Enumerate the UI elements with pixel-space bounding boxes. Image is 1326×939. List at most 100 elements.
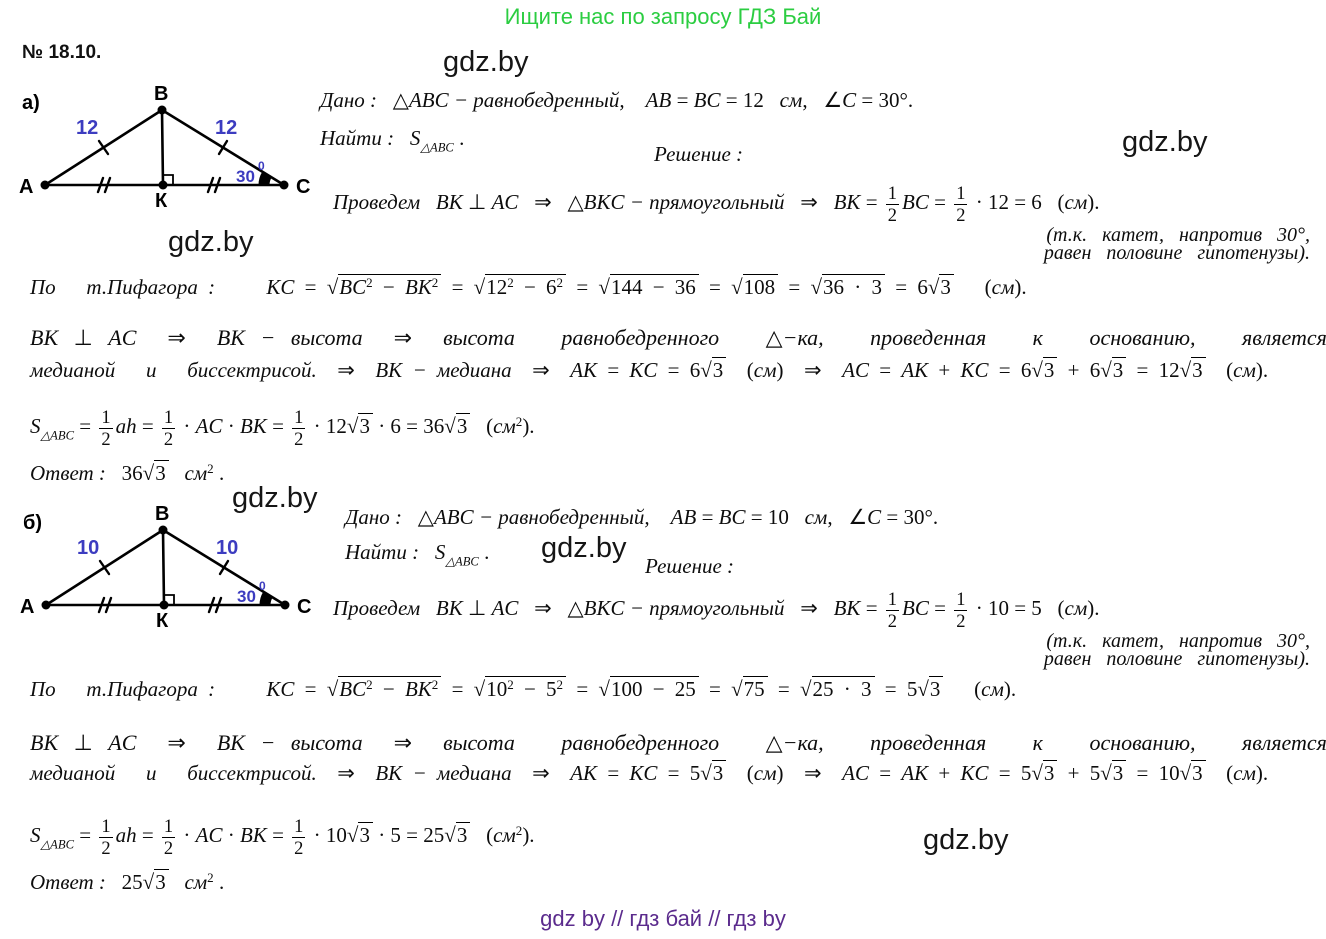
math-text [169, 461, 185, 485]
math-text: △ [392, 88, 409, 112]
vertex-label-c: C [296, 176, 310, 198]
radicand: 3 [358, 822, 373, 848]
triangle-diagram-a: а) B A C К 12 12 30 0 [19, 84, 310, 212]
construction-line-b: Проведем BK ⊥ AC ⇒ △BKC − прямоугольный … [333, 589, 1100, 631]
math-text: BK [30, 325, 59, 350]
math-text: . [478, 540, 490, 564]
math-text: 3 [940, 275, 951, 300]
tick-ak [104, 596, 113, 614]
radicand: BC2 − BK2 [338, 676, 442, 702]
radical-sign: √ [700, 761, 712, 785]
radicand: 3 [455, 413, 471, 439]
math-text: AC [491, 190, 519, 214]
radicand: 3 [1111, 357, 1127, 383]
math-text: см [493, 823, 516, 847]
math-text: 100 − 25 [610, 677, 696, 702]
radicand: 3 [928, 676, 944, 702]
radicand: 144 − 36 [609, 274, 699, 300]
math-sqrt: √122 − 62 [474, 274, 567, 300]
right-angle-mark [163, 174, 174, 185]
math-text: медианой и биссектрисой. [30, 761, 317, 785]
math-text: ABC [433, 505, 474, 529]
vertex-label-b: B [155, 504, 169, 525]
math-text: BK − высота [216, 730, 363, 755]
math-text: . [453, 126, 465, 150]
note-line-2-b: равен половине гипотенузы). [1043, 648, 1310, 670]
math-text: см [991, 275, 1015, 300]
side-length-left: 12 [76, 117, 98, 139]
math-text: = [294, 275, 327, 300]
math-text: Дано : [320, 88, 393, 112]
math-text: = [266, 414, 290, 438]
math-text: Дано : [345, 505, 418, 529]
math-text: · 5 = 25 [372, 823, 445, 847]
math-sqrt: √3 [444, 822, 471, 848]
math-sqrt: √3 [1180, 760, 1206, 786]
math-text: = [860, 596, 883, 620]
radical-sign: √ [1179, 358, 1192, 382]
watermark: gdz.by [1122, 126, 1208, 158]
vertex-dot-a [41, 600, 51, 610]
math-text: 12 [486, 275, 508, 300]
math-text: 3 [359, 823, 370, 847]
radical-sign: √ [142, 870, 155, 894]
math-sqrt: √3 [444, 413, 471, 439]
construction-line-a: Проведем BK ⊥ AC ⇒ △BKC − прямоугольный … [333, 183, 1100, 225]
radical-sign: √ [731, 677, 743, 702]
math-superscript: 2 [431, 275, 439, 290]
note-line-2-a: равен половине гипотенузы). [1043, 242, 1310, 264]
math-text: 3 [929, 677, 941, 702]
math-text: = [767, 677, 800, 702]
solution-heading-b: Решение : [645, 554, 735, 578]
radicand: 100 − 25 [609, 676, 699, 702]
tick-kc [206, 176, 215, 194]
fraction-denominator: 2 [885, 203, 900, 225]
math-subscript: △ABC [40, 428, 74, 443]
fraction-numerator: 1 [956, 183, 966, 203]
math-text: = 6 [885, 275, 928, 300]
math-text: медианой и биссектрисой. [30, 358, 317, 382]
vertex-label-a: A [20, 596, 34, 618]
vertex-dot-a [40, 180, 50, 190]
math-text: ⇒ [136, 325, 217, 350]
math-sqrt: √144 − 36 [598, 274, 699, 300]
math-text: − прямоугольный [624, 596, 785, 620]
math-text: BK [30, 730, 59, 755]
tick-ab [97, 139, 110, 156]
math-text: + [928, 761, 961, 785]
math-text: −ка, проведенная к основанию, является [782, 325, 1326, 350]
math-text: см [753, 358, 777, 382]
height-property-line-2-a: медианой и биссектрисой. ⇒ BK − медиана … [30, 357, 1268, 383]
math-text: ⇒ [316, 761, 376, 785]
math-text: = [928, 596, 952, 620]
math-text: = 5 [988, 761, 1032, 785]
foot-label-k: К [155, 190, 168, 212]
math-text: AC [842, 761, 869, 785]
math-sqrt: √108 [731, 274, 779, 300]
math-text: ). [1087, 596, 1100, 620]
math-superscript: 2 [556, 275, 564, 290]
math-text: KC [266, 677, 295, 702]
math-text: = 30°. [881, 505, 939, 529]
radical-sign: √ [1179, 761, 1192, 785]
math-sqrt: √3 [143, 460, 169, 486]
fraction-denominator: 2 [292, 836, 306, 858]
math-text: + 6 [1057, 358, 1101, 382]
vertex-dot-b [158, 525, 168, 535]
math-text: ah [115, 414, 137, 438]
problem-number: № 18.10. [22, 42, 102, 63]
tick-kc [207, 596, 216, 614]
pythagoras-line-a: По т.Пифагора : KC = √BC2 − BK2 = √122 −… [30, 274, 1027, 300]
math-sqrt: √BC2 − BK2 [327, 274, 442, 300]
math-text: = [698, 677, 732, 702]
radical-sign: √ [598, 275, 610, 300]
math-superscript: 2 [207, 869, 214, 885]
math-text: см [981, 677, 1004, 702]
math-text: BK [239, 414, 267, 438]
math-sqrt: √BC2 − BK2 [327, 676, 442, 702]
math-text: BK [239, 823, 267, 847]
